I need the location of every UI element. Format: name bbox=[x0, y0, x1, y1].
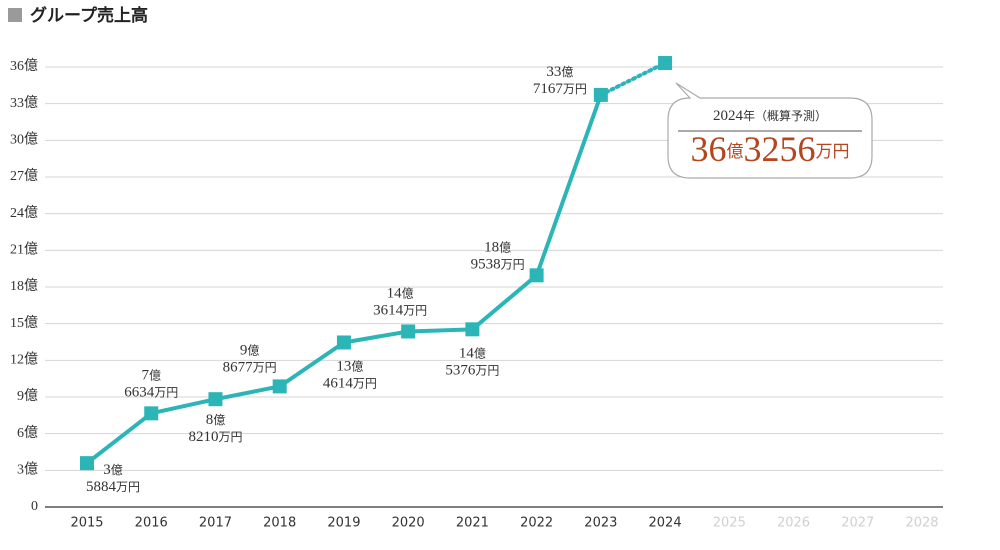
point bbox=[272, 379, 287, 394]
value-label: 8億 bbox=[206, 413, 226, 429]
forecast-line bbox=[598, 61, 668, 97]
y-tick-label: 15億 bbox=[10, 315, 38, 331]
y-tick-label: 12億 bbox=[10, 352, 38, 368]
y-tick-label: 21億 bbox=[10, 242, 38, 258]
point bbox=[658, 56, 673, 71]
x-tick-label: 2020 bbox=[392, 516, 425, 531]
x-tick-label: 2021 bbox=[456, 516, 489, 531]
chart-title: グループ売上高 bbox=[30, 5, 148, 26]
value-label: 33億 bbox=[546, 64, 573, 80]
callout-title: 2024年（概算予測） bbox=[713, 108, 827, 125]
value-label: 6634万円 bbox=[124, 385, 178, 401]
x-tick-label: 2015 bbox=[70, 516, 103, 531]
x-tick-label: 2028 bbox=[905, 516, 938, 531]
y-tick-label: 0 bbox=[31, 499, 38, 514]
value-label: 7167万円 bbox=[533, 81, 587, 97]
x-tick-label: 2016 bbox=[135, 516, 168, 531]
x-tick-label: 2022 bbox=[520, 516, 553, 531]
x-tick-label: 2018 bbox=[263, 516, 296, 531]
y-tick-label: 18億 bbox=[10, 278, 38, 294]
value-label: 3億 bbox=[103, 463, 123, 479]
x-tick-label: 2025 bbox=[713, 516, 746, 531]
point bbox=[336, 335, 351, 350]
value-label: 14億 bbox=[387, 286, 414, 302]
y-tick-label: 33億 bbox=[10, 95, 38, 111]
value-label: 5376万円 bbox=[445, 363, 499, 379]
value-label: 9538万円 bbox=[471, 257, 525, 273]
value-label: 8677万円 bbox=[223, 360, 277, 376]
value-label: 8210万円 bbox=[188, 430, 242, 446]
point bbox=[144, 406, 159, 421]
line bbox=[85, 94, 603, 465]
y-tick-label: 36億 bbox=[10, 58, 38, 74]
y-tick-label: 6億 bbox=[17, 425, 38, 441]
x-tick-label: 2023 bbox=[584, 516, 617, 531]
point bbox=[593, 87, 608, 102]
y-tick-label: 9億 bbox=[17, 388, 38, 404]
value-label: 7億 bbox=[141, 368, 161, 384]
point bbox=[529, 268, 544, 283]
x-tick-label: 2019 bbox=[327, 516, 360, 531]
value-label: 4614万円 bbox=[323, 376, 377, 392]
y-tick-label: 3億 bbox=[17, 462, 38, 478]
y-tick-label: 27億 bbox=[10, 168, 38, 184]
x-tick-label: 2026 bbox=[777, 516, 810, 531]
x-tick-label: 2017 bbox=[199, 516, 232, 531]
value-label: 5884万円 bbox=[86, 480, 140, 496]
y-tick-label: 30億 bbox=[10, 132, 38, 148]
y-tick-label: 24億 bbox=[10, 205, 38, 221]
value-label: 3614万円 bbox=[373, 303, 427, 319]
x-tick-label: 2024 bbox=[649, 516, 682, 531]
value-label: 14億 bbox=[459, 346, 486, 362]
point bbox=[208, 392, 223, 407]
value-label: 13億 bbox=[336, 359, 363, 375]
point bbox=[465, 322, 480, 337]
value-label: 18億 bbox=[484, 240, 511, 256]
title-icon bbox=[8, 8, 22, 22]
point bbox=[401, 324, 416, 339]
x-tick-label: 2027 bbox=[841, 516, 874, 531]
point bbox=[80, 456, 94, 471]
value-label: 9億 bbox=[240, 343, 260, 359]
callout-value: 36億3256万円 bbox=[691, 129, 850, 169]
